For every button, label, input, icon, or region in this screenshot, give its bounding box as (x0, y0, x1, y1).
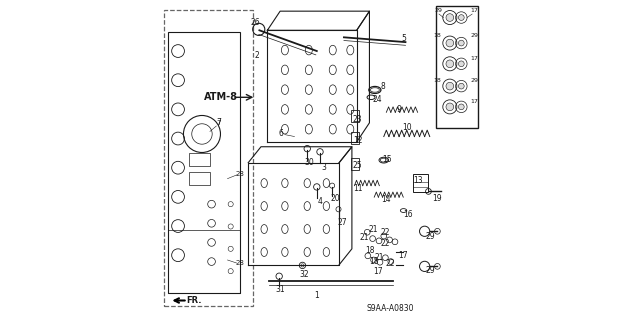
Text: 18: 18 (365, 246, 375, 255)
Text: 28: 28 (236, 260, 244, 266)
Text: 7: 7 (216, 118, 221, 127)
Text: 29: 29 (470, 33, 478, 38)
Text: 22: 22 (381, 239, 390, 248)
Bar (351, 110, 359, 122)
Text: 14: 14 (381, 195, 391, 204)
Text: 23: 23 (353, 115, 362, 124)
Text: 2: 2 (255, 51, 259, 60)
Text: 13: 13 (413, 176, 423, 185)
Circle shape (458, 15, 464, 20)
Text: 22: 22 (385, 259, 395, 268)
Text: 21: 21 (360, 233, 369, 242)
Text: 16: 16 (403, 210, 413, 219)
Text: 5: 5 (401, 34, 406, 43)
Bar (436, 6, 478, 128)
Circle shape (458, 104, 464, 110)
Text: 17: 17 (470, 8, 478, 13)
Text: 18: 18 (434, 33, 442, 38)
Bar (413, 174, 428, 192)
Bar (168, 230, 240, 293)
Text: 17: 17 (373, 267, 383, 276)
Text: 22: 22 (381, 228, 390, 237)
Text: 20: 20 (330, 194, 340, 203)
Circle shape (458, 61, 464, 67)
Bar (164, 10, 253, 306)
Text: 29: 29 (470, 78, 478, 83)
Text: 28: 28 (236, 171, 244, 177)
Text: 17: 17 (470, 99, 478, 104)
Bar (189, 172, 210, 185)
Bar (351, 158, 359, 170)
Text: 11: 11 (353, 184, 362, 193)
Text: 18: 18 (369, 257, 378, 266)
Circle shape (458, 83, 464, 89)
Text: 1: 1 (314, 291, 319, 300)
Text: FR.: FR. (187, 296, 202, 305)
Text: 8: 8 (381, 82, 385, 91)
Text: 15: 15 (382, 155, 392, 164)
Text: 4: 4 (317, 197, 323, 206)
Text: 25: 25 (353, 161, 362, 170)
Circle shape (446, 39, 454, 47)
Text: 29: 29 (435, 8, 443, 13)
Text: 17: 17 (470, 56, 478, 61)
Circle shape (446, 60, 454, 68)
Bar (351, 132, 359, 144)
Bar (168, 32, 240, 293)
Text: 21: 21 (369, 225, 378, 234)
Text: 10: 10 (402, 123, 412, 132)
Text: ATM-8: ATM-8 (204, 92, 238, 102)
Text: 32: 32 (300, 271, 309, 279)
Circle shape (446, 82, 454, 90)
Text: 12: 12 (353, 137, 362, 145)
Text: 6: 6 (278, 130, 284, 138)
Text: 29: 29 (425, 266, 435, 275)
Text: 24: 24 (372, 95, 382, 104)
FancyArrowPatch shape (175, 298, 185, 303)
Text: 21: 21 (374, 253, 384, 262)
Text: 29: 29 (425, 232, 435, 241)
Text: 27: 27 (337, 218, 347, 227)
Text: 7: 7 (216, 120, 221, 126)
Bar (189, 153, 210, 166)
Text: 31: 31 (275, 285, 285, 294)
Text: 18: 18 (434, 78, 442, 83)
Circle shape (446, 103, 454, 111)
Circle shape (458, 40, 464, 46)
Circle shape (446, 14, 454, 21)
Text: 9: 9 (397, 105, 401, 114)
Text: 30: 30 (304, 158, 314, 167)
Text: 26: 26 (251, 19, 260, 27)
Text: 17: 17 (398, 251, 408, 260)
Text: 19: 19 (433, 194, 442, 203)
Text: 3: 3 (321, 163, 326, 172)
Text: S9AA-A0830: S9AA-A0830 (367, 304, 414, 313)
